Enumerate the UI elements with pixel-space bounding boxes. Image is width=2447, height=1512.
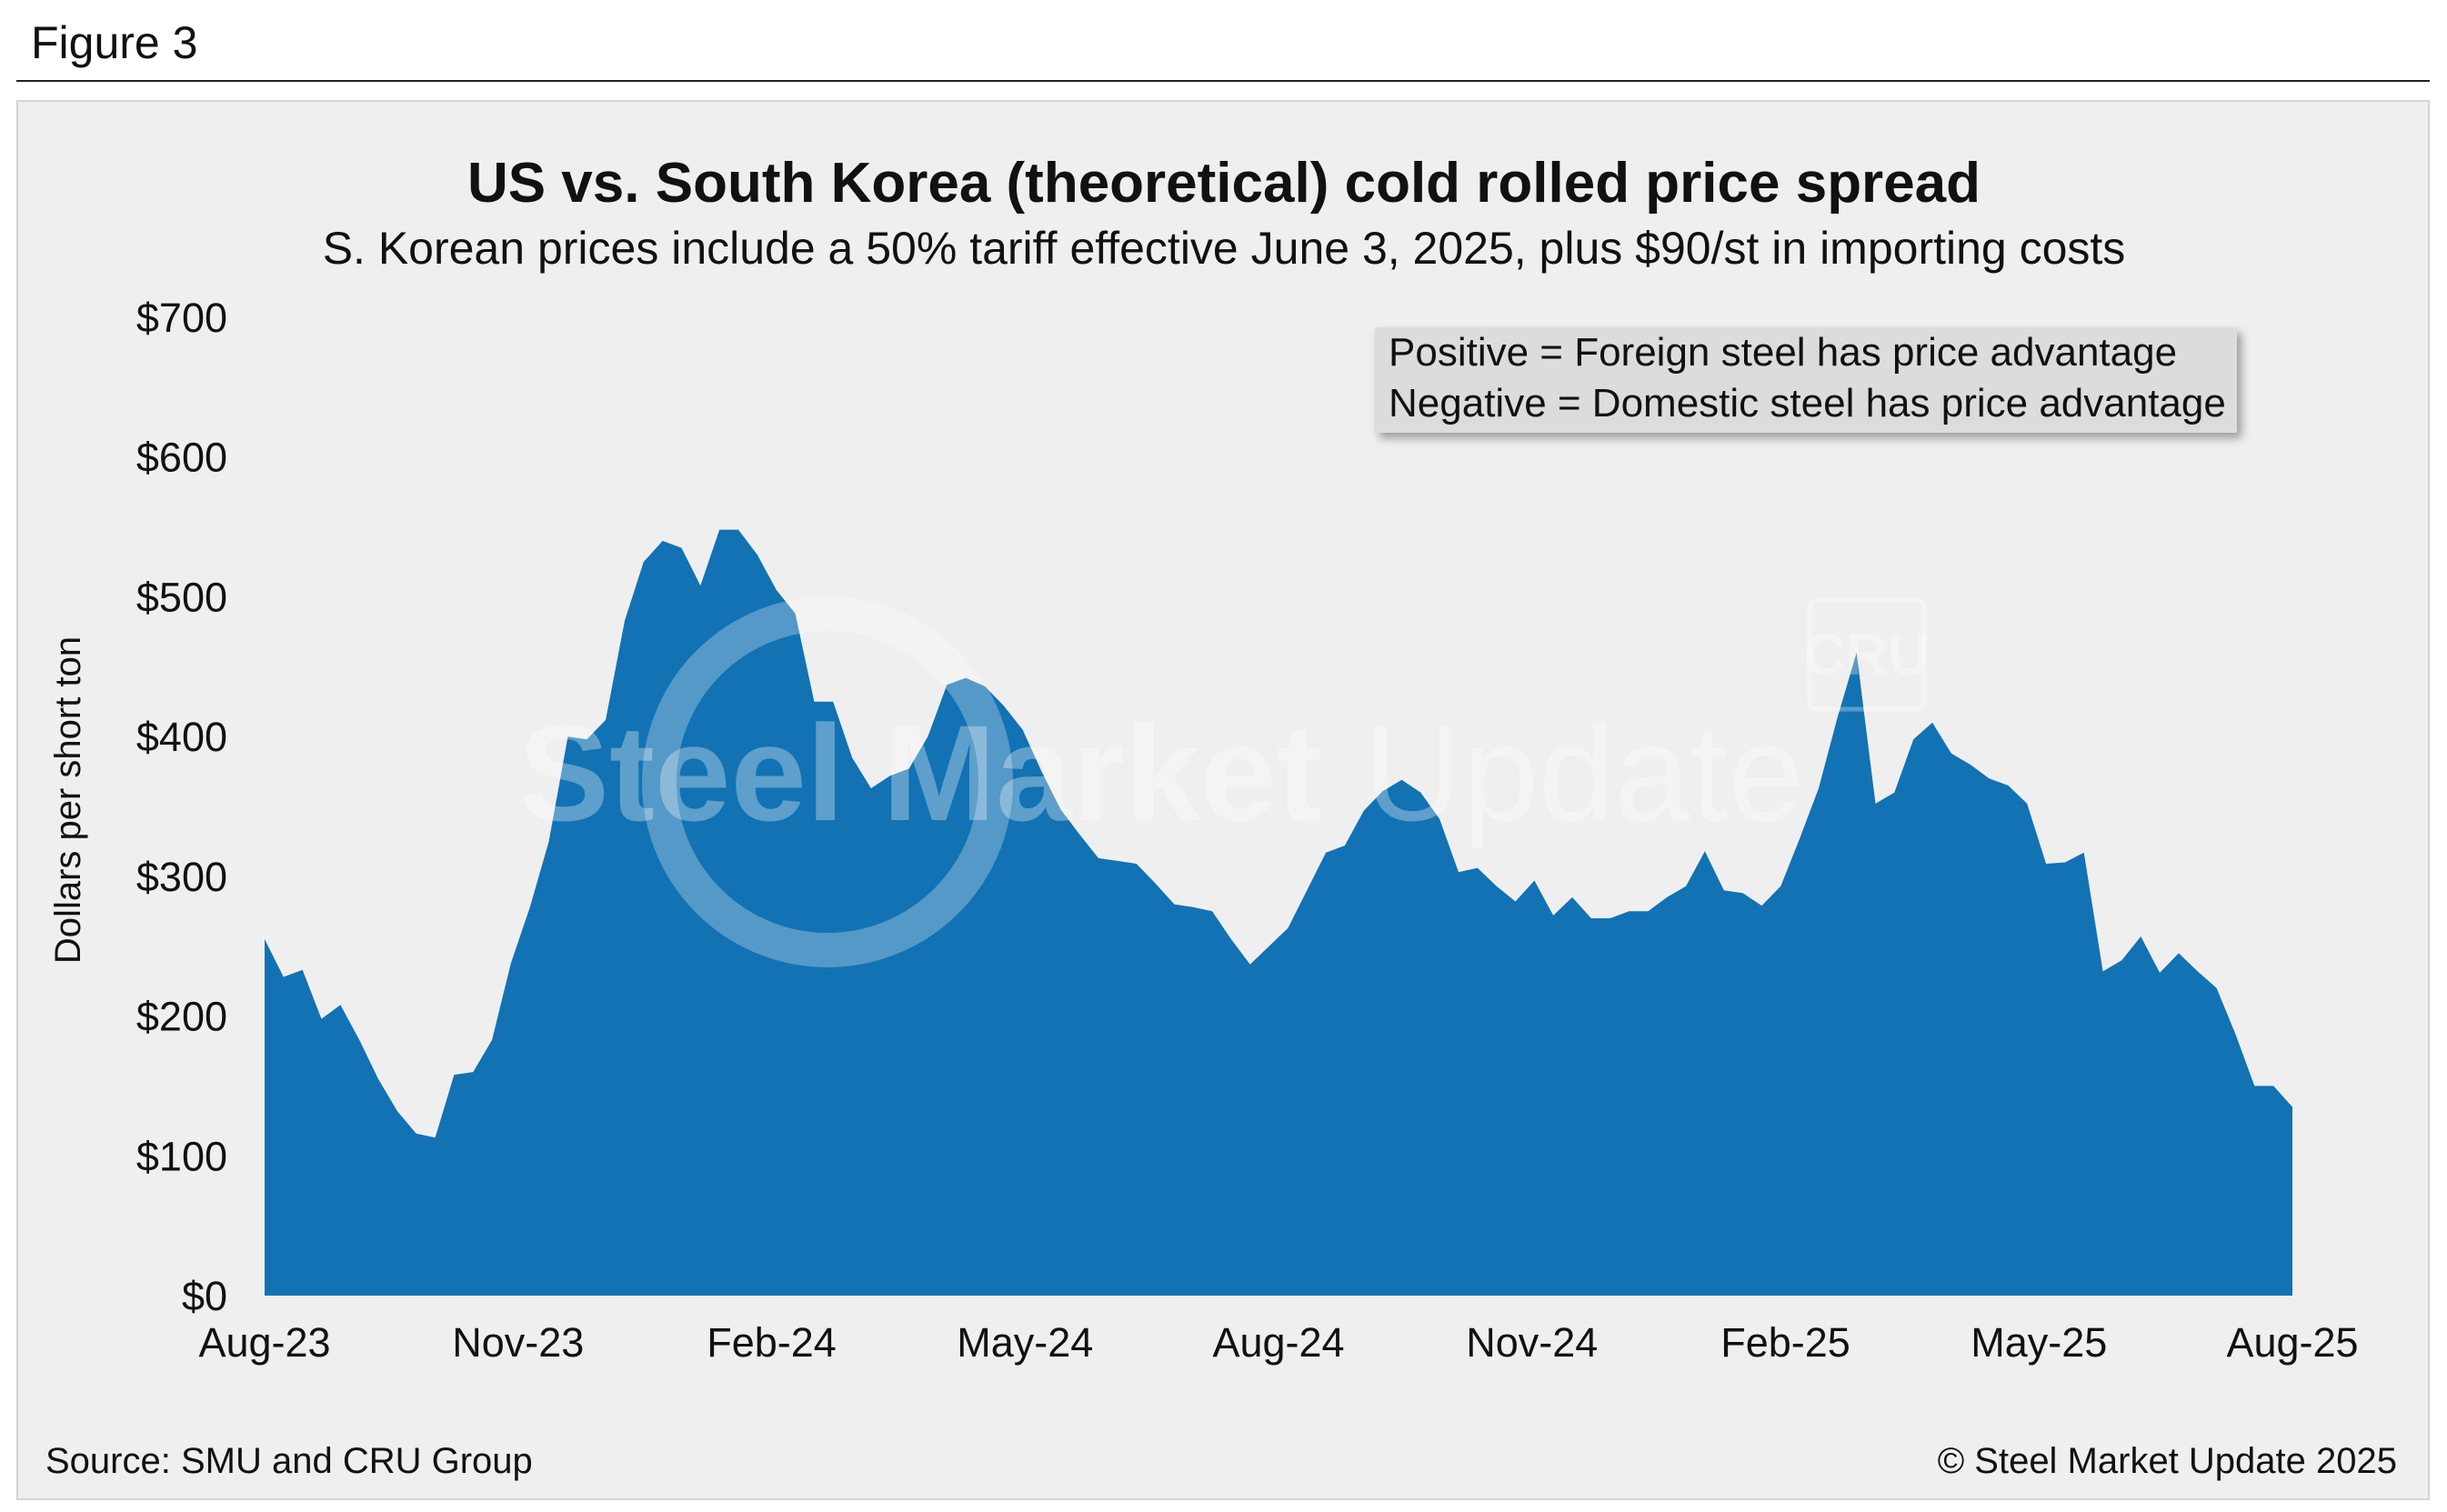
- x-tick-label: Nov-23: [452, 1319, 584, 1366]
- x-tick-label: Feb-25: [1720, 1319, 1850, 1366]
- x-tick-label: Aug-24: [1212, 1319, 1344, 1366]
- figure-label: Figure 3: [31, 17, 198, 68]
- y-axis-label: Dollars per short ton: [48, 636, 88, 964]
- y-tick-label: $200: [136, 994, 227, 1040]
- cru-logo-text: CRU: [1804, 622, 1931, 687]
- watermark-ring: [642, 596, 1013, 967]
- x-tick-label: May-24: [957, 1319, 1093, 1366]
- x-tick-label: Aug-23: [198, 1319, 330, 1366]
- y-tick-label: $500: [136, 574, 227, 620]
- legend-note-negative: Negative = Domestic steel has price adva…: [1389, 381, 2226, 426]
- watermark-brand-light: Update: [1364, 696, 1804, 849]
- chart-subtitle: S. Korean prices include a 50% tariff ef…: [323, 223, 2126, 274]
- x-tick-label: Aug-25: [2226, 1319, 2358, 1366]
- source-note: Source: SMU and CRU Group: [45, 1441, 533, 1481]
- chart-title: US vs. South Korea (theoretical) cold ro…: [467, 152, 1981, 215]
- x-tick-label: Nov-24: [1466, 1319, 1598, 1366]
- copyright-note: © Steel Market Update 2025: [1938, 1441, 2397, 1481]
- watermark: Steel Market Update CRU: [518, 596, 1931, 967]
- x-tick-label: Feb-24: [707, 1319, 837, 1366]
- spread-area: [265, 529, 2292, 1296]
- y-tick-label: $600: [136, 435, 227, 481]
- y-tick-label: $0: [182, 1273, 227, 1319]
- cru-logo-frame: [1807, 597, 1927, 712]
- watermark-brand-bold: Steel Market: [518, 696, 1322, 849]
- x-tick-label: May-25: [1971, 1319, 2107, 1366]
- y-tick-label: $400: [136, 714, 227, 760]
- legend-note-box: [1375, 327, 2237, 433]
- y-tick-label: $700: [136, 295, 227, 341]
- y-axis-ticks: $0 $100 $200 $300 $400 $500 $600 $700: [136, 295, 227, 1319]
- header-rule: [16, 80, 2430, 82]
- y-tick-label: $100: [136, 1133, 227, 1179]
- x-axis-ticks: Aug-23 Nov-23 Feb-24 May-24 Aug-24 Nov-24 Feb-…: [198, 1319, 2358, 1366]
- legend-note: Positive = Foreign steel has price advan…: [1375, 327, 2237, 433]
- legend-note-positive: Positive = Foreign steel has price advan…: [1389, 330, 2177, 375]
- y-tick-label: $300: [136, 854, 227, 900]
